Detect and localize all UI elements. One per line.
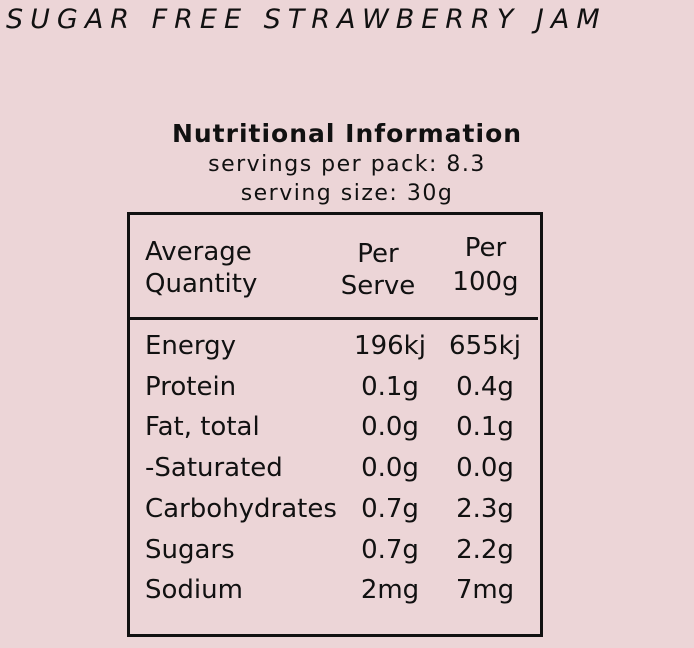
nutrient-name: Sugars xyxy=(145,534,235,565)
product-title: SUGAR FREE STRAWBERRY JAM xyxy=(6,4,607,35)
nutrient-value: 0.0g xyxy=(361,453,419,484)
nutrient-value: 2.2g xyxy=(456,534,514,565)
nutrient-name: Fat, total xyxy=(145,412,260,443)
nutrient-value: 655kj xyxy=(449,331,521,361)
nutrient-value: 196kj xyxy=(354,331,426,361)
nutrient-value: 0.4g xyxy=(456,371,514,402)
nutrient-value: 0.0g xyxy=(361,412,419,443)
nutrient-name: -Saturated xyxy=(145,453,283,484)
table-border xyxy=(127,212,543,637)
nutrient-value: 0.1g xyxy=(456,412,514,443)
nutrient-name: Energy xyxy=(145,331,237,361)
nutrient-value: 0.7g xyxy=(361,493,419,524)
nutrient-name: Protein xyxy=(145,371,237,402)
nutrient-value: 2.3g xyxy=(456,493,514,524)
column-header: Per xyxy=(357,239,399,269)
header-divider xyxy=(130,317,538,320)
nutrient-name: Sodium xyxy=(145,575,243,606)
column-header: Per xyxy=(464,233,507,263)
nutrient-value: 0.1g xyxy=(361,371,419,402)
column-header: Average xyxy=(145,237,252,267)
column-header: 100g xyxy=(452,267,519,297)
nutrient-value: 0.7g xyxy=(361,534,419,565)
serving-size: serving size: 30g xyxy=(240,181,454,206)
panel-title: Nutritional Information xyxy=(171,119,523,148)
column-header: Quantity xyxy=(145,269,258,299)
nutrient-value: 2mg xyxy=(360,575,420,606)
column-header: Serve xyxy=(340,271,416,301)
servings: servings per pack: 8.3 xyxy=(208,152,486,177)
nutrient-value: 0.0g xyxy=(456,453,514,484)
nutrient-name: Carbohydrates xyxy=(145,493,337,524)
nutrient-value: 7mg xyxy=(455,575,515,606)
